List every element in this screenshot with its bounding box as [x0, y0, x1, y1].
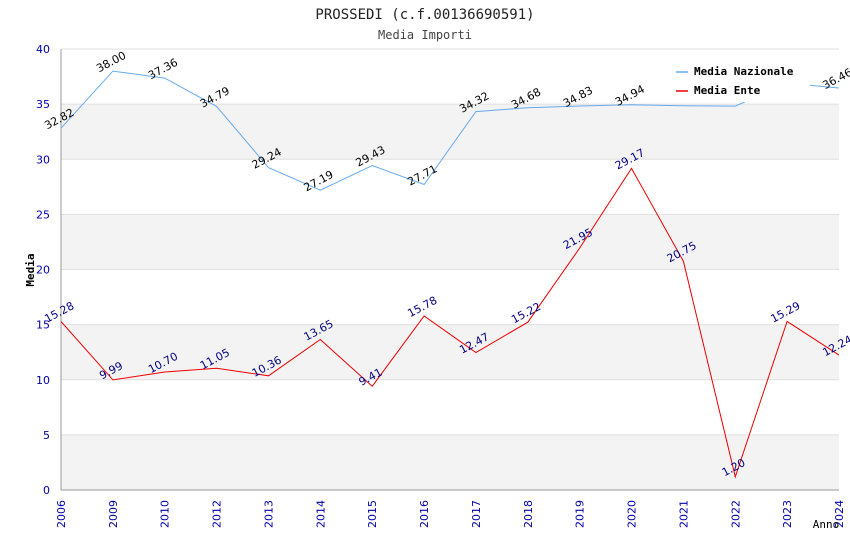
legend-box — [670, 60, 810, 102]
x-tick-label: 2021 — [677, 500, 690, 528]
plot-band — [61, 104, 839, 160]
y-tick-label: 20 — [36, 264, 50, 277]
x-tick-label: 2023 — [781, 500, 794, 528]
plot-band — [61, 269, 839, 325]
x-tick-labels: 2006 2009 2010 2012 2013 2014 2015 2016 2017 2018… — [55, 500, 846, 528]
legend-label-media-nazionale: Media Nazionale — [694, 65, 794, 78]
y-tick-label: 30 — [36, 153, 50, 166]
plot-band — [61, 379, 839, 435]
series-lines — [60, 70, 840, 479]
series-line-media-ente — [60, 167, 840, 479]
plot-band — [61, 214, 839, 270]
x-axis-label: Anno — [813, 518, 840, 531]
y-tick-label: 35 — [36, 98, 50, 111]
x-tick-label: 2022 — [729, 500, 742, 528]
x-tick-label: 2009 — [107, 500, 120, 528]
x-tick-label: 2018 — [522, 500, 535, 528]
x-tick-label: 2010 — [159, 500, 172, 528]
y-tick-label: 25 — [36, 208, 50, 221]
x-tick-label: 2015 — [366, 500, 379, 528]
y-tick-label: 15 — [36, 319, 50, 332]
chart-subtitle: Media Importi — [378, 28, 472, 42]
plot-band — [61, 159, 839, 215]
x-tick-label: 2017 — [470, 500, 483, 528]
y-axis-label: Media — [24, 253, 37, 286]
y-tick-label: 10 — [36, 374, 50, 387]
legend-label-media-ente: Media Ente — [694, 84, 761, 97]
x-tick-label: 2006 — [55, 500, 68, 528]
x-tick-label: 2019 — [574, 500, 587, 528]
x-tick-label: 2012 — [211, 500, 224, 528]
x-tick-label: 2024 — [833, 500, 846, 528]
series-line-media-nazionale — [60, 70, 840, 191]
plot-background-bands — [61, 49, 839, 490]
x-tick-label: 2020 — [626, 500, 639, 528]
x-tick-label: 2016 — [418, 500, 431, 528]
chart-title: PROSSEDI (c.f.00136690591) — [315, 7, 534, 23]
x-tick-label: 2013 — [262, 500, 275, 528]
y-tick-labels: 0 5 10 15 20 25 30 35 40 — [36, 43, 50, 497]
legend: Media Nazionale Media Ente — [670, 60, 810, 102]
axes — [60, 49, 839, 491]
x-tick-label: 2014 — [314, 500, 327, 528]
y-tick-label: 5 — [43, 429, 50, 442]
y-tick-label: 0 — [43, 484, 50, 497]
y-tick-label: 40 — [36, 43, 50, 56]
plot-band — [61, 434, 839, 490]
